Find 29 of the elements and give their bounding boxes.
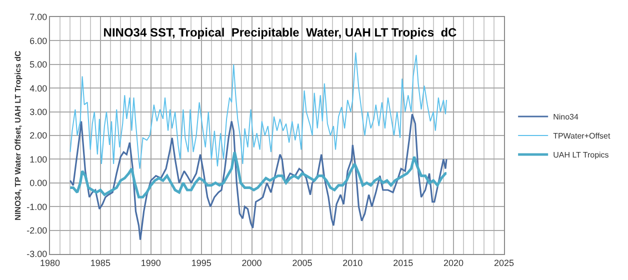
y-tick-label: 3.00 [30, 106, 48, 117]
line-series [68, 150, 448, 198]
legend-label: TPWater+Offset [553, 132, 611, 141]
y-tick-label: 1.00 [30, 154, 48, 164]
x-tick-label: 2005 [292, 258, 312, 268]
line-series [69, 113, 448, 241]
legend-label: UAH LT Tropics [553, 150, 609, 160]
x-tick-label: 2015 [393, 258, 414, 268]
x-tick-label: 1990 [140, 258, 161, 268]
legend-label: Nino34 [553, 112, 579, 122]
x-tick-label: 2010 [342, 258, 363, 268]
y-tick-label: 0.00 [30, 178, 48, 188]
x-tick-label: 1980 [40, 258, 60, 268]
y-tick-label: 7.00 [30, 12, 48, 22]
y-tick-label: -3.00 [26, 249, 48, 260]
y-axis-title: NINO34, TP Water Offset, UAH LT Tropics dC [13, 50, 22, 220]
x-tick-label: 1985 [90, 258, 110, 268]
y-tick-label: -2.00 [26, 225, 48, 236]
line-series [70, 52, 447, 170]
y-tick-label: 4.00 [30, 83, 48, 94]
y-tick-label: 5.00 [30, 60, 48, 70]
y-tick-label: 6.00 [30, 36, 48, 46]
y-tick-label: -1.00 [26, 202, 48, 212]
text: NINO34 SST, Tropical Precipitable Water, UAH LT Tropics dC [103, 25, 458, 40]
x-tick-label: 2020 [444, 258, 464, 268]
x-tick-label: 2025 [494, 258, 514, 268]
y-tick-label: 2.00 [30, 130, 48, 141]
x-tick-label: 2000 [242, 258, 262, 268]
x-tick-label: 1995 [191, 258, 212, 268]
